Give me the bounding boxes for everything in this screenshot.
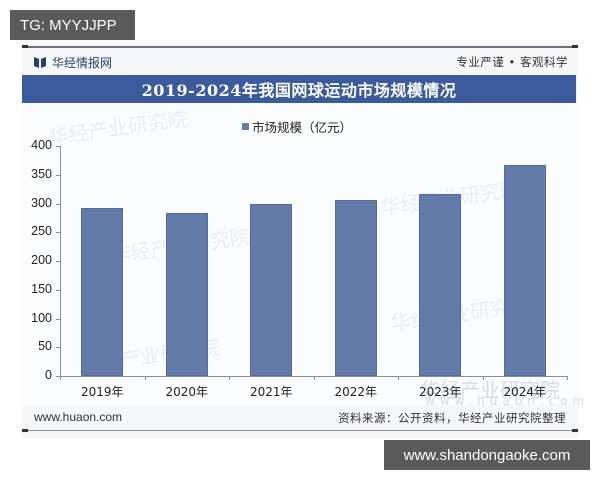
footer-website: www.huaon.com bbox=[34, 410, 123, 424]
x-tick bbox=[313, 376, 315, 380]
brand: 华经情报网 bbox=[34, 54, 112, 70]
y-tick bbox=[56, 261, 60, 262]
y-tick bbox=[56, 376, 60, 377]
slogan: 专业严谨 • 客观科学 bbox=[456, 55, 568, 69]
overlay-site-label: www.shandongaoke.com bbox=[384, 440, 590, 470]
x-tick bbox=[398, 376, 399, 380]
y-tick-label: 200 bbox=[31, 253, 52, 267]
header-divider bbox=[22, 45, 578, 48]
footer-divider bbox=[22, 429, 578, 432]
bar-2019年 bbox=[81, 208, 124, 376]
bar-2024年 bbox=[503, 164, 546, 376]
chart-title-bar: 2019-2024年我国网球运动市场规模情况 bbox=[22, 75, 576, 103]
bar-2020年 bbox=[165, 213, 208, 376]
y-tick bbox=[56, 203, 60, 205]
book-logo-icon bbox=[34, 56, 46, 68]
y-tick bbox=[56, 146, 60, 147]
x-tick-label: 2019年 bbox=[80, 385, 124, 399]
y-tick bbox=[56, 174, 60, 176]
x-tick-label: 2020年 bbox=[165, 385, 209, 399]
x-tick bbox=[144, 376, 146, 380]
y-tick-label: 400 bbox=[31, 138, 52, 152]
chart-title: 2019-2024年我国网球运动市场规模情况 bbox=[141, 81, 457, 100]
y-axis bbox=[60, 146, 61, 377]
legend-swatch-icon bbox=[242, 123, 249, 130]
y-tick bbox=[56, 289, 60, 291]
chart-legend: 市场规模（亿元） bbox=[242, 117, 352, 136]
y-tick bbox=[56, 318, 60, 320]
brand-name: 华经情报网 bbox=[52, 55, 113, 70]
bar-2023年 bbox=[419, 193, 462, 376]
y-tick-label: 350 bbox=[31, 166, 52, 181]
overlay-tg-label: TG: MYYJJPP bbox=[10, 10, 135, 40]
x-tick bbox=[60, 376, 61, 380]
y-tick bbox=[56, 347, 60, 349]
bar-2021年 bbox=[250, 204, 293, 376]
legend-label: 市场规模（亿元） bbox=[252, 120, 353, 135]
x-tick bbox=[567, 376, 568, 380]
y-tick-label: 250 bbox=[31, 224, 52, 239]
y-tick-label: 150 bbox=[31, 281, 52, 296]
y-tick bbox=[56, 232, 60, 234]
x-tick-label: 2024年 bbox=[503, 385, 547, 399]
y-tick-label: 50 bbox=[38, 339, 52, 354]
x-tick bbox=[482, 376, 484, 380]
y-tick-label: 100 bbox=[31, 310, 52, 325]
y-tick-label: 300 bbox=[31, 195, 52, 210]
x-tick bbox=[229, 376, 230, 380]
x-tick-label: 2023年 bbox=[418, 385, 462, 399]
bar-2022年 bbox=[334, 200, 377, 376]
x-tick-label: 2022年 bbox=[334, 385, 378, 399]
x-tick-label: 2021年 bbox=[249, 385, 293, 399]
y-tick-label: 0 bbox=[45, 368, 52, 382]
footer-source: 资料来源：公开资料，华经产业研究院整理 bbox=[338, 411, 566, 425]
